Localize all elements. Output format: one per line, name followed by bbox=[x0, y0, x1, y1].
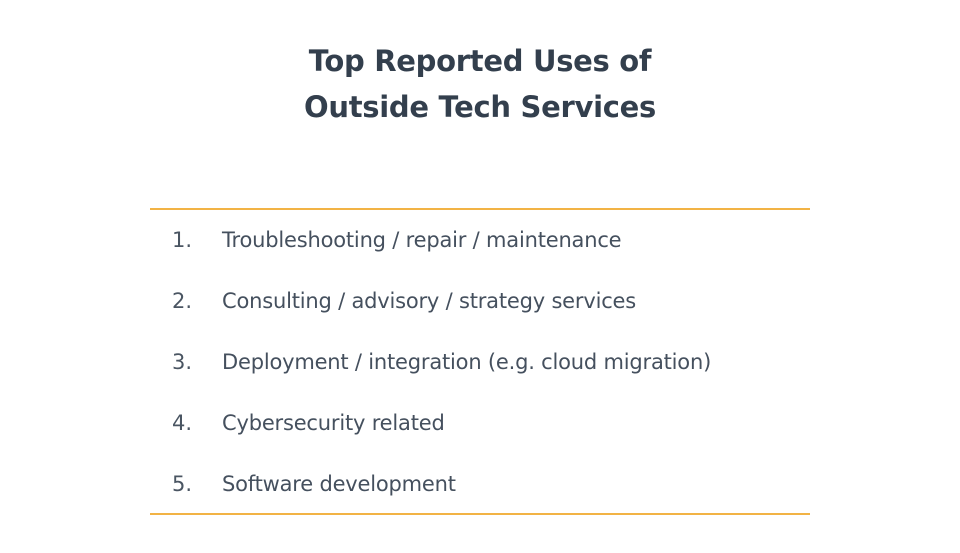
list-item: 2. Consulting / advisory / strategy serv… bbox=[150, 281, 810, 342]
list-item-label: Cybersecurity related bbox=[222, 411, 445, 435]
list-item: 4. Cybersecurity related bbox=[150, 403, 810, 464]
list-item-number: 5. bbox=[172, 472, 193, 496]
top-divider bbox=[150, 208, 810, 210]
list-item-label: Consulting / advisory / strategy service… bbox=[222, 289, 637, 313]
list-item: 1. Troubleshooting / repair / maintenanc… bbox=[150, 220, 810, 281]
list-item-number: 4. bbox=[172, 411, 193, 435]
list-item: 3. Deployment / integration (e.g. cloud … bbox=[150, 342, 810, 403]
list-item-number: 2. bbox=[172, 289, 193, 313]
slide-title-line-1: Top Reported Uses of bbox=[308, 44, 652, 78]
list-item-number: 3. bbox=[172, 350, 193, 374]
slide-title: Top Reported Uses of Outside Tech Servic… bbox=[0, 38, 960, 130]
slide-title-line-2: Outside Tech Services bbox=[304, 90, 656, 124]
list-item-label: Software development bbox=[222, 472, 456, 496]
uses-list: 1. Troubleshooting / repair / maintenanc… bbox=[150, 220, 810, 525]
list-item: 5. Software development bbox=[150, 464, 810, 525]
list-item-number: 1. bbox=[172, 228, 193, 252]
bottom-divider bbox=[150, 513, 810, 515]
list-item-label: Deployment / integration (e.g. cloud mig… bbox=[222, 350, 712, 374]
list-item-label: Troubleshooting / repair / maintenance bbox=[222, 228, 622, 252]
